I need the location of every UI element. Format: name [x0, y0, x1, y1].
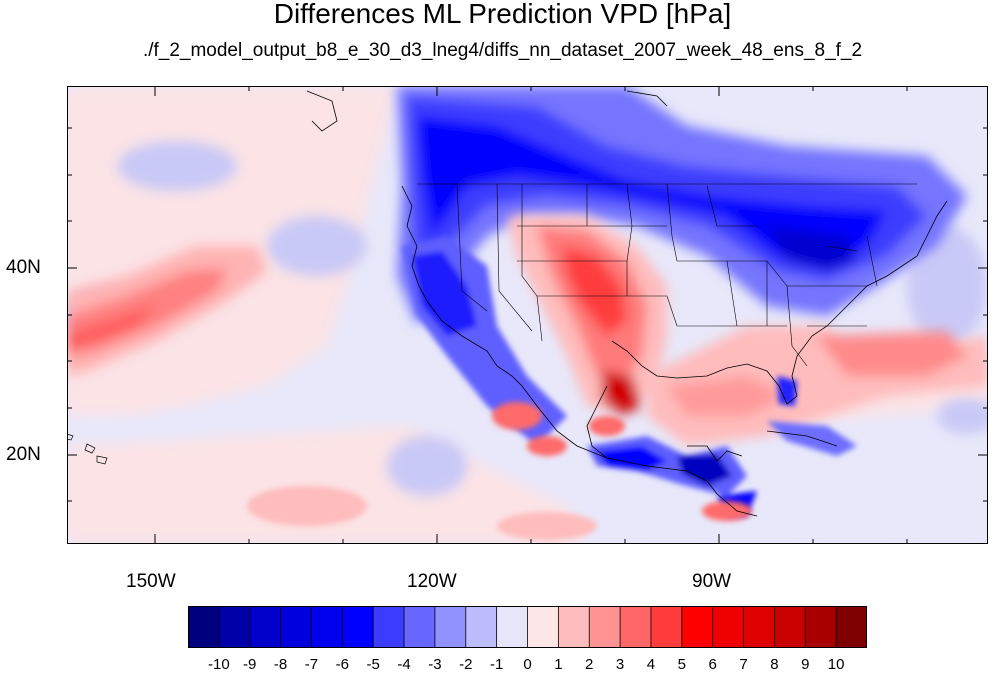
colorbar [188, 606, 867, 648]
colorbar-label: 2 [585, 656, 594, 673]
y-tick-40n: 40N [6, 257, 41, 278]
colorbar-label: -5 [366, 656, 380, 673]
colorbar-label: 9 [801, 656, 810, 673]
colorbar-swatch-6 [372, 606, 405, 648]
map-title: Differences ML Prediction VPD [hPa] [273, 0, 732, 29]
colorbar-label: 0 [523, 656, 532, 673]
coastlines [306, 90, 948, 517]
colorbar-label: -9 [243, 656, 257, 673]
colorbar-swatch-13 [588, 606, 621, 648]
pacific-red-band [67, 246, 267, 376]
colorbar-swatch-17 [712, 606, 745, 648]
colorbar-swatch-7 [403, 606, 436, 648]
colorbar-swatch-9 [465, 606, 498, 648]
colorbar-label: 3 [615, 656, 625, 673]
colorbar-label: 10 [827, 656, 845, 673]
colorbar-label: -7 [304, 656, 319, 673]
map-subtitle: ./f_2_model_output_b8_e_30_d3_lneg4/diff… [142, 40, 863, 61]
island-outlines [67, 433, 108, 465]
colorbar-label: 8 [770, 656, 779, 673]
gulf-atlantic-red [647, 326, 988, 446]
colorbar-swatch-14 [619, 606, 652, 648]
colorbar-frame [188, 606, 867, 648]
colorbar-swatch-8 [434, 606, 467, 648]
colorbar-label: -4 [397, 656, 411, 673]
colorbar-label: 5 [677, 656, 686, 673]
mexico-red-coast [492, 402, 752, 521]
vpd-difference-map [67, 86, 988, 544]
colorbar-swatch-12 [557, 606, 591, 648]
colorbar-swatch-19 [774, 606, 807, 648]
x-tick-120w: 120W [407, 571, 457, 592]
state-borders [417, 183, 917, 367]
axis-ticks [67, 86, 988, 544]
colorbar-swatch-3 [280, 606, 313, 648]
colorbar-swatch-1 [218, 606, 251, 648]
colorbar-label: -6 [335, 656, 349, 673]
colorbar-label: 6 [708, 656, 717, 673]
colorbar-label: 7 [739, 656, 748, 673]
colorbar-swatch-0 [188, 606, 220, 648]
colorbar-swatch-15 [650, 606, 683, 648]
colorbar-label: -8 [273, 656, 288, 673]
colorbar-svg [188, 606, 867, 648]
colorbar-swatch-2 [249, 606, 282, 648]
colorbar-label: -1 [489, 656, 504, 673]
colorbar-swatch-11 [527, 606, 560, 648]
colorbar-swatch-20 [804, 606, 838, 648]
pacific-southern-pink [247, 486, 597, 540]
y-tick-20n: 20N [6, 444, 41, 465]
colorbar-swatch-18 [743, 606, 776, 648]
colorbar-label: 1 [554, 656, 563, 673]
west-coast-blue [402, 236, 567, 446]
colorbar-swatch-16 [681, 606, 714, 648]
colorbar-label: 4 [646, 656, 656, 673]
colorbar-label: -2 [459, 656, 473, 673]
map-svg [67, 86, 988, 544]
x-tick-90w: 90W [692, 571, 732, 592]
colorbar-swatch-4 [311, 606, 344, 648]
northern-blue-field [397, 86, 967, 326]
colorbar-label: -10 [208, 656, 230, 673]
x-tick-150w: 150W [126, 571, 176, 592]
colorbar-swatch-5 [341, 606, 375, 648]
colorbar-label: -3 [428, 656, 442, 673]
colorbar-swatch-21 [835, 606, 867, 648]
colorbar-swatch-10 [496, 606, 529, 648]
